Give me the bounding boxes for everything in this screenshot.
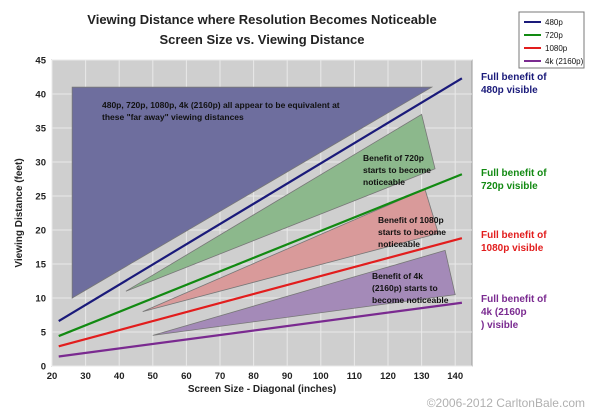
y-tick-label: 25: [35, 192, 46, 203]
x-tick-label: 80: [248, 371, 259, 382]
end-labels: Full benefit of 480p visible Full benefit …: [481, 72, 547, 331]
series-lines: [58, 77, 463, 358]
x-tick-label: 60: [181, 371, 192, 382]
legend-label: 1080p: [545, 44, 568, 53]
x-tick-label: 130: [414, 371, 430, 382]
x-tick-label: 140: [447, 371, 463, 382]
region-note: Benefit of 720p starts to become noticeabl…: [363, 153, 431, 187]
region-1080p-benefit: [142, 188, 439, 312]
chart-title: Viewing Distance where Resolution Become…: [87, 12, 436, 27]
region-note: Benefit of 1080p starts to become noticeab…: [378, 215, 446, 249]
x-axis-title: Screen Size - Diagonal (inches): [188, 384, 336, 395]
y-axis-title: Viewing Distance (feet): [14, 158, 25, 267]
y-tick-label: 5: [41, 328, 47, 339]
region-4k-benefit: [152, 249, 456, 336]
x-tick-label: 40: [114, 371, 125, 382]
series-line-720p: [58, 173, 463, 338]
legend-label: 480p: [545, 18, 563, 27]
x-tick-label: 20: [47, 371, 58, 382]
y-tick-label: 40: [35, 90, 46, 101]
x-tick-label: 90: [282, 371, 293, 382]
legend-label: 720p: [545, 31, 563, 40]
y-tick-label: 35: [35, 124, 46, 135]
watermark: ©2006-2012 CarltonBale.com: [427, 396, 585, 410]
series-line-4k: [58, 301, 463, 358]
region-note: 480p, 720p, 1080p, 4k (2160p) all appear…: [102, 100, 340, 122]
end-label: Full benefit of 4k (2160p) visible: [481, 294, 547, 331]
region-equivalent: [71, 86, 434, 299]
y-tick-label: 45: [35, 56, 46, 67]
x-ticks: 20 30 40 50 60 70 80 90 100 110 120 130 140: [47, 371, 463, 382]
y-tick-label: 0: [41, 362, 46, 373]
legend-label: 4k (2160p): [545, 57, 584, 66]
x-tick-label: 100: [313, 371, 329, 382]
region-notes: 480p, 720p, 1080p, 4k (2160p) all appear…: [102, 100, 449, 305]
y-ticks: 0 5 10 15 20 25 30 35 40 45: [35, 56, 46, 373]
y-tick-label: 15: [35, 260, 46, 271]
end-label: Full benefit of 480p visible: [481, 72, 547, 96]
regions: [71, 86, 456, 336]
region-note: Benefit of 4k (2160p) starts to become not…: [372, 271, 449, 305]
region-720p-benefit: [125, 113, 436, 292]
end-label: Full benefit of 1080p visible: [481, 230, 547, 254]
y-tick-label: 30: [35, 158, 46, 169]
x-tick-label: 110: [347, 371, 362, 382]
chart-subtitle: Screen Size vs. Viewing Distance: [160, 32, 365, 47]
y-tick-label: 20: [35, 226, 46, 237]
x-tick-label: 50: [148, 371, 159, 382]
y-tick-label: 10: [35, 294, 46, 305]
series-line-1080p: [58, 237, 463, 348]
x-tick-label: 120: [380, 371, 396, 382]
legend: 480p 720p 1080p 4k (2160p): [518, 11, 585, 69]
end-label: Full benefit of 720p visible: [481, 168, 547, 192]
x-tick-label: 30: [80, 371, 91, 382]
series-line-480p: [58, 77, 463, 323]
x-tick-label: 70: [215, 371, 226, 382]
